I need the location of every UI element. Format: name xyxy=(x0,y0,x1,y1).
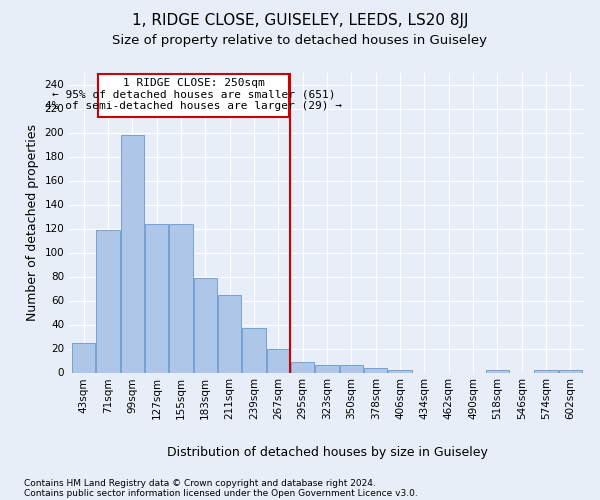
Bar xyxy=(121,135,144,372)
Bar xyxy=(194,278,217,372)
Bar xyxy=(72,342,95,372)
Bar xyxy=(267,348,290,372)
Bar xyxy=(145,224,168,372)
Text: 4% of semi-detached houses are larger (29) →: 4% of semi-detached houses are larger (2… xyxy=(45,102,342,112)
Text: 1, RIDGE CLOSE, GUISELEY, LEEDS, LS20 8JJ: 1, RIDGE CLOSE, GUISELEY, LEEDS, LS20 8J… xyxy=(132,12,468,28)
Bar xyxy=(559,370,582,372)
Text: Size of property relative to detached houses in Guiseley: Size of property relative to detached ho… xyxy=(113,34,487,47)
Text: Distribution of detached houses by size in Guiseley: Distribution of detached houses by size … xyxy=(167,446,487,459)
Bar xyxy=(364,368,387,372)
Bar xyxy=(535,370,557,372)
Text: Contains HM Land Registry data © Crown copyright and database right 2024.: Contains HM Land Registry data © Crown c… xyxy=(24,479,376,488)
Bar xyxy=(316,366,338,372)
Bar xyxy=(291,362,314,372)
Bar xyxy=(242,328,266,372)
FancyBboxPatch shape xyxy=(98,74,289,117)
Text: Contains public sector information licensed under the Open Government Licence v3: Contains public sector information licen… xyxy=(24,489,418,498)
Bar xyxy=(169,224,193,372)
Text: ← 95% of detached houses are smaller (651): ← 95% of detached houses are smaller (65… xyxy=(52,90,335,100)
Bar xyxy=(97,230,119,372)
Bar xyxy=(218,294,241,372)
Text: 1 RIDGE CLOSE: 250sqm: 1 RIDGE CLOSE: 250sqm xyxy=(123,78,265,88)
Bar xyxy=(340,366,363,372)
Bar xyxy=(388,370,412,372)
Bar xyxy=(486,370,509,372)
Y-axis label: Number of detached properties: Number of detached properties xyxy=(26,124,39,321)
